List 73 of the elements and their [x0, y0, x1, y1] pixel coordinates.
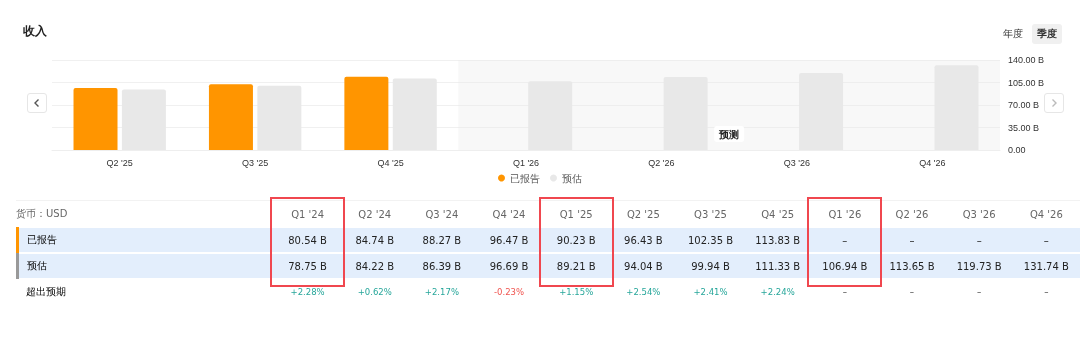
data-label: 90.23 B [555, 233, 597, 248]
data-label: – [908, 233, 916, 248]
data-label: 94.04 B [623, 259, 664, 274]
text: 年度 [1002, 27, 1024, 41]
x-tick-label: Q3 '26 [783, 157, 810, 168]
category-label: Q1 '25 [558, 207, 594, 222]
y-tick-label: 105.00 B [1008, 77, 1045, 88]
category-label: Q4 '26 [1028, 207, 1064, 222]
y-tick-label: 140.00 B [1008, 55, 1045, 65]
category-label: Q3 '25 [693, 207, 728, 222]
x-tick-label: Q2 '26 [648, 157, 675, 168]
category-label: Q2 '25 [625, 207, 661, 222]
category-label: Q2 '24 [357, 207, 393, 222]
data-label: – [1042, 233, 1050, 248]
data-label: 84.74 B [354, 233, 396, 248]
category-label: Q1 '24 [290, 207, 325, 222]
data-label: – [1043, 286, 1050, 299]
data-label: 96.47 B [488, 233, 530, 248]
data-label: 99.94 B [690, 259, 731, 274]
data-label: 80.54 B [287, 233, 328, 248]
data-label: – [975, 233, 983, 248]
data-label: 119.73 B [955, 259, 1003, 274]
data-label: +2.17% [423, 286, 460, 299]
text: 超出预期 [26, 285, 66, 299]
text: 货币：USD [16, 207, 69, 221]
data-label: +2.41% [692, 286, 729, 299]
category-label: Q4 '25 [760, 207, 796, 222]
data-label: – [908, 286, 916, 299]
data-label: 96.43 B [623, 233, 664, 248]
category-label: Q4 '24 [491, 207, 527, 222]
legend-label: 预估 [562, 172, 582, 184]
band-label: 预测 [718, 128, 740, 140]
chart-title: 收入 [23, 24, 48, 38]
category-label: Q2 '26 [894, 207, 930, 222]
data-label: +2.54% [625, 286, 662, 299]
data-label: 86.39 B [421, 259, 463, 274]
data-label: 111.33 B [754, 259, 802, 274]
data-label: 96.69 B [488, 259, 530, 274]
y-tick-label: 0.00 [1008, 145, 1026, 155]
data-label: 106.94 B [821, 259, 869, 274]
data-label: 131.74 B [1022, 259, 1070, 274]
bar [73, 88, 118, 150]
data-label: 113.83 B [754, 233, 802, 248]
data-label: – [841, 286, 848, 299]
legend-label: 已报告 [510, 172, 540, 184]
category-label: Q3 '26 [961, 207, 997, 222]
x-tick-label: Q2 '25 [106, 157, 133, 168]
data-label: 113.65 B [888, 259, 936, 274]
x-tick-label: Q1 '26 [512, 157, 540, 168]
data-label: 84.22 B [354, 259, 396, 274]
x-tick-label: Q3 '25 [242, 157, 269, 168]
data-label: +2.28% [289, 286, 326, 299]
data-label: +0.62% [356, 286, 393, 299]
data-label: 89.21 B [555, 259, 597, 274]
data-label: 102.35 B [687, 233, 735, 248]
bar [344, 76, 389, 150]
data-label: -0.23% [493, 286, 526, 299]
text: 季度 [1032, 24, 1062, 44]
category-label: Q1 '26 [827, 207, 863, 222]
category-label: Q3 '24 [424, 207, 460, 222]
series-label: 已报告 [27, 234, 57, 245]
bar [208, 84, 253, 150]
data-label: +2.24% [759, 286, 796, 299]
x-tick-label: Q4 '25 [377, 157, 404, 168]
data-label: – [976, 286, 983, 299]
data-label: +1.15% [558, 286, 595, 299]
y-tick-label: 70.00 B [1008, 100, 1040, 110]
series-label: 预估 [27, 260, 47, 271]
x-tick-label: Q4 '26 [919, 157, 946, 168]
y-tick-label: 35.00 B [1008, 122, 1040, 133]
data-label: 88.27 B [421, 233, 463, 248]
data-label: – [841, 233, 849, 248]
data-label: 78.75 B [287, 259, 328, 274]
